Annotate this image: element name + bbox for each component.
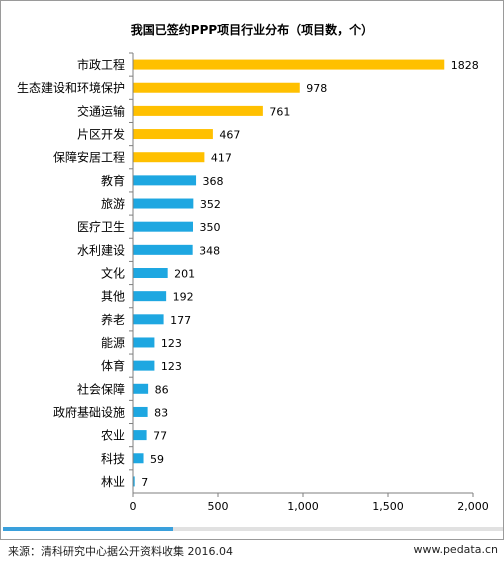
bar xyxy=(133,82,300,93)
source-note: 来源：清科研究中心据公开资料收集 2016.04 xyxy=(8,545,233,558)
scroll-progress-fill xyxy=(3,527,173,531)
bar xyxy=(133,314,164,325)
bar xyxy=(133,383,149,394)
category-label: 养老 xyxy=(101,312,125,327)
bar xyxy=(133,198,194,209)
category-label: 保障安居工程 xyxy=(53,150,125,165)
data-label: 59 xyxy=(150,453,164,466)
x-tick-label: 1,500 xyxy=(372,500,404,513)
bar xyxy=(133,152,205,163)
data-label: 123 xyxy=(161,360,182,373)
category-label: 农业 xyxy=(101,429,125,443)
data-label: 350 xyxy=(200,221,221,234)
x-tick-label: 1,000 xyxy=(287,500,319,513)
bar xyxy=(133,337,155,348)
category-label: 医疗卫生 xyxy=(77,220,125,234)
bar xyxy=(133,291,167,302)
bar xyxy=(133,105,263,116)
data-label: 201 xyxy=(174,268,195,281)
bar xyxy=(133,59,445,70)
data-label: 368 xyxy=(203,175,224,188)
bar xyxy=(133,244,193,255)
bar xyxy=(133,221,193,232)
category-label: 教育 xyxy=(101,173,125,188)
category-label: 旅游 xyxy=(101,197,125,211)
footer: 来源：清科研究中心据公开资料收集 2016.04 www.pedata.cn xyxy=(0,540,504,568)
data-label: 77 xyxy=(153,430,167,443)
x-tick-label: 0 xyxy=(130,500,137,513)
chart-title: 我国已签约PPP项目行业分布（项目数，个） xyxy=(130,23,374,37)
category-label: 交通运输 xyxy=(77,103,125,118)
category-label: 政府基础设施 xyxy=(53,404,125,419)
category-label: 生态建设和环境保护 xyxy=(17,80,125,95)
category-label: 社会保障 xyxy=(77,381,125,396)
data-label: 467 xyxy=(219,129,240,142)
chart-frame: 我国已签约PPP项目行业分布（项目数，个） 0 500 1,000 1,500 2,00… xyxy=(0,0,504,540)
x-tick-label: 2,000 xyxy=(457,500,489,513)
data-label: 86 xyxy=(155,383,169,396)
data-label: 417 xyxy=(211,152,232,165)
data-label: 83 xyxy=(154,406,168,419)
category-label: 能源 xyxy=(101,336,125,350)
category-label: 市政工程 xyxy=(77,57,125,72)
bar xyxy=(133,453,144,464)
data-label: 1828 xyxy=(451,59,479,72)
bar xyxy=(133,430,147,441)
scroll-progress-track[interactable] xyxy=(3,527,503,531)
category-label: 水利建设 xyxy=(77,243,125,257)
category-label: 科技 xyxy=(101,452,125,466)
category-label: 体育 xyxy=(101,358,125,373)
data-label: 192 xyxy=(173,291,194,304)
category-label: 其他 xyxy=(101,290,125,304)
site-url[interactable]: www.pedata.cn xyxy=(413,543,498,556)
data-label: 177 xyxy=(170,314,191,327)
data-label: 7 xyxy=(141,476,148,489)
data-label: 978 xyxy=(306,82,327,95)
data-label: 123 xyxy=(161,337,182,350)
bar xyxy=(133,406,148,417)
data-label: 761 xyxy=(269,105,290,118)
bar xyxy=(133,129,213,140)
bar xyxy=(133,476,135,487)
bar xyxy=(133,175,197,186)
category-label: 林业 xyxy=(101,475,125,489)
x-tick-label: 500 xyxy=(208,500,229,513)
bar-chart: 0 500 1,000 1,500 2,000 市政工程 1828 生态建设和环境保护 978 交… xyxy=(17,52,489,513)
category-label: 片区开发 xyxy=(77,127,125,142)
bar xyxy=(133,360,155,371)
category-label: 文化 xyxy=(101,266,125,281)
data-label: 348 xyxy=(199,244,220,257)
bar xyxy=(133,268,168,278)
data-label: 352 xyxy=(200,198,221,211)
